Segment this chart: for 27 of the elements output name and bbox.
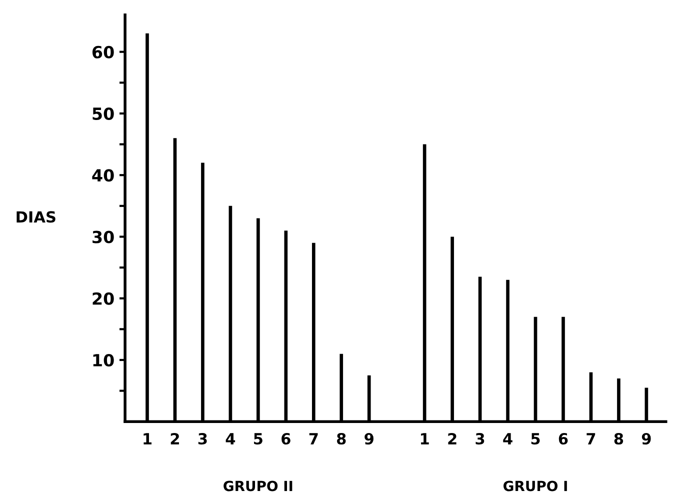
y-axis-title: DIAS	[16, 211, 56, 223]
x-tick-label: 2	[448, 432, 456, 444]
x-tick-label: 4	[226, 433, 236, 444]
x-tick-label: 8	[614, 432, 624, 445]
y-tick-label: 10	[93, 354, 114, 367]
x-tick-label: 2	[170, 432, 179, 444]
x-tick-label: 1	[420, 433, 429, 444]
text: GRUPO I	[504, 480, 567, 492]
x-tick-label: 1	[144, 433, 152, 444]
x-tick-label: 9	[642, 432, 651, 445]
y-tick-label: 20	[92, 292, 114, 305]
x-tick-label: 8	[337, 432, 346, 445]
y-tick-label: 30	[92, 230, 114, 244]
x-tick-label: 5	[254, 433, 262, 445]
x-tick-label: 3	[476, 432, 484, 445]
x-tick-label: 7	[309, 433, 318, 444]
y-tick-label: 40	[92, 169, 114, 182]
x-tick-label: 6	[282, 432, 290, 445]
x-tick-label: 9	[364, 432, 374, 445]
x-tick-label: 3	[198, 432, 207, 445]
x-tick-label: 5	[531, 433, 540, 445]
x-tick-label: 6	[558, 432, 568, 445]
y-tick-label: 50	[92, 107, 114, 120]
x-tick-label: 4	[503, 433, 512, 444]
x-tick-label: 7	[586, 433, 596, 444]
text: GRUPO II	[224, 480, 292, 492]
y-tick-label: 60	[92, 46, 114, 58]
